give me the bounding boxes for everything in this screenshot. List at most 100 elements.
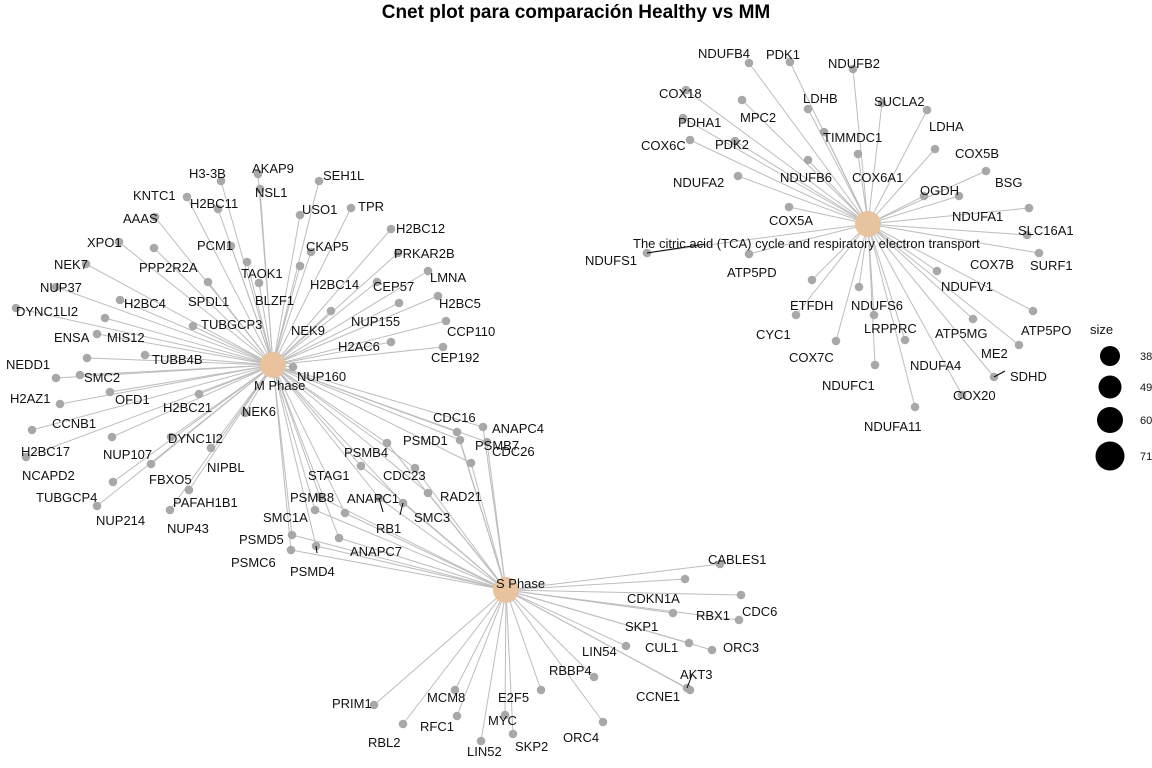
gene-node-cox18 xyxy=(681,85,691,95)
gene-node-aaas xyxy=(150,212,160,222)
gene-node-taok1 xyxy=(242,257,252,267)
gene-label-ensa: ENSA xyxy=(54,330,90,345)
gene-node-ofd1 xyxy=(105,387,115,397)
gene-label-nup214: NUP214 xyxy=(96,513,145,528)
gene-label-psmb7: PSMB7 xyxy=(475,438,519,453)
gene-node-cox6a1 xyxy=(853,149,863,159)
gene-label-rb1: RB1 xyxy=(376,521,401,536)
gene-node-ncapd2 xyxy=(21,452,31,462)
gene-node-ppp2r2a xyxy=(149,243,159,253)
gene-node-cep192 xyxy=(438,342,448,352)
edge-m-psmb8 xyxy=(272,364,321,498)
gene-label-cox6c: COX6C xyxy=(641,138,686,153)
gene-label-nup155: NUP155 xyxy=(351,314,400,329)
gene-node-ccp110 xyxy=(441,316,451,326)
gene-node-cox5b xyxy=(930,144,940,154)
edge-m-taok1 xyxy=(246,261,274,366)
gene-node-ndufv1 xyxy=(932,266,942,276)
gene-node-cox7c xyxy=(831,336,841,346)
gene-node-anapc7 xyxy=(334,533,344,543)
edge-s-rbl2 xyxy=(402,589,507,725)
gene-node-nup37 xyxy=(51,282,61,292)
edge-m-nedd1 xyxy=(86,357,274,366)
edge-m-h2bc17 xyxy=(31,364,274,431)
gene-label-nup43: NUP43 xyxy=(167,521,209,536)
gene-label-ofd1: OFD1 xyxy=(115,392,150,407)
gene-label-nipbl: NIPBL xyxy=(207,460,245,475)
gene-node-cul1 xyxy=(684,638,694,648)
edge-m-ckap5 xyxy=(272,251,312,366)
edge-t-ldha xyxy=(867,109,928,225)
gene-node-myc xyxy=(500,710,510,720)
gene-label-rbx1: RBX1 xyxy=(696,608,730,623)
edge-m-cdc26 xyxy=(272,364,488,443)
gene-label-timmdc1: TIMMDC1 xyxy=(823,130,882,145)
edge-m-anapc4 xyxy=(272,364,484,428)
gene-label-akap9: AKAP9 xyxy=(252,161,294,176)
gene-label-psmd1: PSMD1 xyxy=(403,433,448,448)
legend-size-label: 60 xyxy=(1140,415,1152,427)
gene-label-cyc1: CYC1 xyxy=(756,327,791,342)
gene-node-nek6 xyxy=(240,408,250,418)
gene-label-h2bc5: H2BC5 xyxy=(439,296,481,311)
edge-s-lin54 xyxy=(505,589,627,647)
gene-node-h3-3b xyxy=(216,176,226,186)
edge-s-rbbp4 xyxy=(505,589,595,678)
gene-label-tubgcp3: TUBGCP3 xyxy=(201,317,262,332)
gene-node-nup155 xyxy=(394,298,404,308)
leader-line-smc3 xyxy=(399,502,404,516)
gene-node-nipbl xyxy=(206,443,216,453)
gene-label-cul1: CUL1 xyxy=(645,640,678,655)
gene-label-anapc1: ANAPC1 xyxy=(347,491,399,506)
edge-m-pcm1 xyxy=(230,245,274,366)
leader-line-sdhd xyxy=(993,370,1006,378)
gene-label-lin54: LIN54 xyxy=(582,644,617,659)
edge-s-e2f5 xyxy=(505,589,542,691)
edge-t-ndufa11 xyxy=(867,223,916,408)
edge-m-h2bc4 xyxy=(119,299,274,366)
edge-t-ldhb xyxy=(807,108,869,225)
edge-t-ndufc1 xyxy=(867,223,876,366)
gene-node-lin52 xyxy=(476,736,486,746)
gene-label-nek6: NEK6 xyxy=(242,404,276,419)
gene-node-skp2 xyxy=(508,729,518,739)
gene-label-ppp2r2a: PPP2R2A xyxy=(139,260,198,275)
edge-t-ndufb2 xyxy=(852,68,869,225)
gene-label-psmc6: PSMC6 xyxy=(231,555,276,570)
edge-m-prkar2b xyxy=(272,252,399,366)
edge-m-smc1a xyxy=(272,364,316,511)
gene-label-ckap5: CKAP5 xyxy=(306,239,349,254)
gene-label-nup37: NUP37 xyxy=(40,280,82,295)
edge-s-prim1 xyxy=(373,589,507,706)
edge-t-atp5pd xyxy=(748,223,869,255)
edge-t-cox7b xyxy=(867,223,1028,236)
gene-label-pdk2: PDK2 xyxy=(715,137,749,152)
gene-label-nek9: NEK9 xyxy=(291,323,325,338)
gene-label-ndufv1: NDUFV1 xyxy=(941,279,993,294)
gene-label-pdk1: PDK1 xyxy=(766,47,800,62)
gene-node-atp5pd xyxy=(744,249,754,259)
gene-node-smc2 xyxy=(75,370,85,380)
gene-node-akap9 xyxy=(253,169,263,179)
gene-label-me2: ME2 xyxy=(981,346,1008,361)
gene-label-ndufa1: NDUFA1 xyxy=(952,209,1003,224)
gene-label-surf1: SURF1 xyxy=(1030,258,1073,273)
gene-label-lin52: LIN52 xyxy=(467,744,502,759)
gene-node-dync1i2 xyxy=(166,432,176,442)
gene-label-atp5po: ATP5PO xyxy=(1021,323,1071,338)
gene-label-smc2: SMC2 xyxy=(84,370,120,385)
gene-label-lmna: LMNA xyxy=(430,270,466,285)
edge-m-nup155 xyxy=(272,302,400,366)
edge-s-ccne1 xyxy=(505,589,691,691)
gene-label-pcm1: PCM1 xyxy=(197,238,233,253)
gene-node-rbbp4 xyxy=(589,672,599,682)
category-node-m-phase xyxy=(260,352,286,378)
gene-label-rfc1: RFC1 xyxy=(420,719,454,734)
edge-t-ndufb6 xyxy=(807,159,869,225)
gene-label-cox20: COX20 xyxy=(953,388,996,403)
edge-m-uso1 xyxy=(272,214,301,366)
gene-node-pdk2 xyxy=(730,136,740,146)
gene-node-ndufa2 xyxy=(733,171,743,181)
edge-t-cyc1 xyxy=(795,223,869,316)
